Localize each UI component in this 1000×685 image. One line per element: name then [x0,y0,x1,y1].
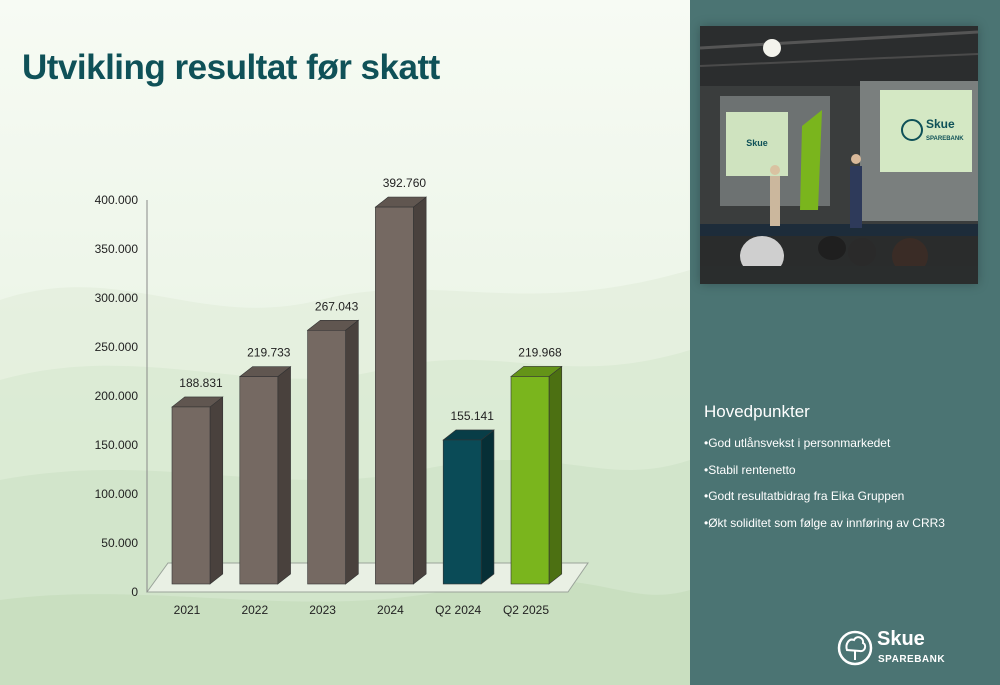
y-axis: 0 50.000 100.000 150.000 200.000 250.000 300.0… [95,193,139,599]
photo-screen-sub: SPAREBANK [926,136,964,142]
x-tick-label: 2023 [309,603,336,617]
tree-logo-icon [837,630,873,666]
x-tick-label: 2021 [174,603,201,617]
photo-screen-logo [901,119,923,141]
bar-value-label: 155.141 [451,409,495,423]
key-point: •Økt soliditet som følge av innføring av… [704,515,945,530]
photo-screen-brand: Skue [926,117,955,131]
bar-value-label: 392.760 [383,176,427,190]
x-tick-label: 2024 [377,603,404,617]
key-point: •Godt resultatbidrag fra Eika Gruppen [704,489,905,503]
chart-panel: Utvikling resultat før skatt 0 50.000 100.… [0,0,690,685]
x-tick-label: Q2 2024 [435,603,481,617]
bar-value-label: 219.968 [518,345,562,359]
y-tick-label: 100.000 [95,487,139,501]
y-tick-label: 50.000 [101,536,138,550]
skue-logo: Skue SPAREBANK [837,626,957,672]
green-banner [800,110,822,210]
logo-subtitle: SPAREBANK [878,654,946,665]
speaker-right [850,166,862,228]
bar-q2-2025: 219.968 [510,345,563,585]
bar-chart: 0 50.000 100.000 150.000 200.000 250.000 300.0… [95,176,589,617]
bar-2023: 267.043 [306,299,360,585]
photo-screen-brand-left: Skue [746,138,768,148]
bar-side [413,196,427,585]
bar-front [307,329,346,585]
bar-value-label: 267.043 [315,299,359,313]
bar-side [548,365,563,585]
y-tick-label: 150.000 [95,438,139,452]
sidebar: Skue Skue SPAREBANK Hovedpunkter •God ut… [690,0,1000,685]
logo-name: Skue [877,628,925,650]
y-tick-label: 400.000 [95,193,139,207]
bar-value-label: 188.831 [179,376,223,390]
bar-2024: 392.760 [374,176,428,585]
y-tick-label: 250.000 [95,340,139,354]
bar-side [277,366,291,585]
y-tick-label: 200.000 [95,389,139,403]
key-points-list: •God utlånsvekst i personmarkedet •Stabi… [704,436,945,542]
slide-title: Utvikling resultat før skatt [22,48,440,87]
bar-front [375,206,414,585]
y-tick-label: 300.000 [95,291,139,305]
speaker-left [770,176,780,226]
x-tick-label: Q2 2025 [503,603,549,617]
bar-side [345,319,359,585]
bar-front [171,406,211,585]
key-point: •Stabil rentenetto [704,462,796,477]
ceiling-light [763,39,781,57]
bar-2022: 219.733 [238,346,292,585]
bar-side [480,429,495,585]
bar-front [510,376,550,585]
bar-2021: 188.831 [171,376,224,585]
y-tick-label: 350.000 [95,242,139,256]
x-axis: 2021 2022 2023 2024 Q2 2024 Q2 2025 [174,603,550,617]
key-points-heading: Hovedpunkter [704,402,810,421]
bar-q2-2024: 155.141 [442,409,495,585]
x-tick-label: 2022 [241,603,268,617]
bars: 188.831 219.733 267.043 392.760 155.141 219.9… [171,176,563,585]
bar-side [209,396,224,585]
bar-front [239,376,279,585]
stage-photo: Skue Skue SPAREBANK [700,26,978,284]
bar-value-label: 219.733 [247,346,291,360]
key-point: •God utlånsvekst i personmarkedet [704,436,891,450]
bar-front [442,439,482,585]
y-tick-label: 0 [131,585,138,599]
